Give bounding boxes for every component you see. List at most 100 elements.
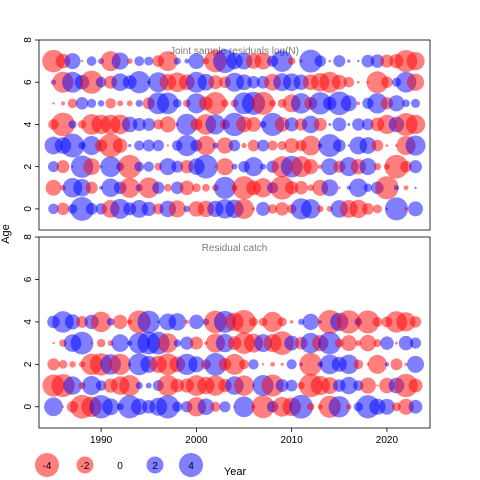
bubble	[408, 399, 423, 414]
bubble	[384, 362, 390, 367]
bubble	[380, 336, 394, 350]
bubble	[384, 154, 409, 179]
bubble	[172, 401, 183, 412]
bubble	[110, 198, 131, 219]
bubble	[196, 135, 216, 156]
bubble	[156, 395, 180, 419]
bubble	[309, 92, 332, 115]
bubble	[188, 53, 205, 70]
bubble	[236, 74, 252, 91]
bubble	[357, 59, 360, 63]
bubble	[277, 141, 287, 151]
bubble	[130, 398, 148, 416]
bubble	[370, 54, 385, 68]
bubble	[284, 138, 300, 154]
bubble	[61, 405, 65, 408]
bubble	[299, 49, 323, 73]
x-tick-label: 2020	[376, 435, 399, 446]
bubble	[86, 56, 97, 66]
y-tick-label-bottom: 4	[23, 319, 34, 325]
bubble	[367, 354, 387, 374]
bubble	[80, 70, 104, 94]
bubble	[189, 314, 204, 330]
bubble	[332, 139, 346, 152]
bubble	[328, 396, 351, 418]
bubble	[409, 337, 422, 349]
bubble	[163, 183, 172, 192]
bubble	[145, 382, 152, 389]
bubble	[340, 335, 357, 352]
bubble	[400, 160, 412, 173]
y-tick-label-bottom: 2	[23, 361, 34, 367]
bubble	[267, 204, 278, 214]
bubble	[280, 362, 284, 366]
bubble	[47, 161, 59, 173]
bubble	[157, 333, 178, 353]
bubble	[361, 118, 374, 131]
bubble	[173, 339, 182, 347]
bubble	[216, 158, 234, 176]
x-tick-label: 2000	[185, 435, 208, 446]
bubble	[197, 398, 215, 416]
plot-frame-bottom	[38, 236, 431, 429]
bubble	[173, 57, 181, 65]
bubble	[294, 181, 308, 195]
bubble	[90, 341, 93, 345]
bubble	[372, 204, 382, 214]
bubble	[343, 76, 355, 88]
bubble	[372, 316, 383, 327]
y-tick-label-top: 4	[23, 121, 34, 127]
bubble	[183, 205, 191, 213]
bubble	[138, 177, 160, 199]
bubble	[142, 118, 156, 131]
bubble	[64, 53, 81, 70]
bubble	[219, 401, 231, 413]
bubble	[117, 100, 124, 107]
bubble	[101, 178, 120, 198]
bubble	[85, 203, 98, 215]
bubble	[128, 71, 151, 94]
bubble	[384, 197, 409, 221]
bubble	[228, 139, 241, 152]
bubble	[251, 91, 275, 115]
bubble	[402, 99, 410, 108]
legend-bubble	[146, 456, 164, 474]
bubble	[82, 375, 102, 396]
bubble	[406, 73, 425, 91]
bubble	[173, 99, 182, 108]
bubble	[271, 50, 293, 72]
bubble	[381, 76, 393, 88]
bubble	[143, 161, 154, 172]
y-tick-label-bottom: 8	[23, 234, 34, 240]
bubble	[302, 313, 319, 331]
legend-bubble	[76, 456, 94, 474]
bubble	[90, 311, 112, 333]
bubble	[385, 144, 389, 147]
bubble	[188, 356, 205, 373]
bubble	[410, 98, 421, 108]
bubble	[301, 115, 320, 134]
panel-joint-sample-residuals: Joint sample residuals log(N) 0 2 4 6 8	[23, 37, 431, 231]
bubble	[388, 95, 405, 112]
bubble	[375, 176, 399, 200]
bubble	[156, 92, 179, 115]
bubble	[357, 80, 360, 84]
bubble	[332, 117, 347, 132]
bubble	[306, 402, 315, 411]
bubble	[363, 183, 373, 193]
bubble	[248, 359, 259, 370]
bubble	[275, 202, 289, 216]
bubble	[128, 143, 132, 148]
panel-title-bottom: Residual catch	[202, 243, 268, 254]
x-tick-label: 2010	[281, 435, 304, 446]
bubble	[70, 196, 94, 221]
bubble	[366, 71, 389, 94]
bubble	[56, 202, 70, 216]
legend-label: 4	[188, 461, 194, 472]
bubble	[376, 384, 379, 387]
bubble	[289, 394, 314, 419]
bubble	[270, 175, 295, 200]
bubble	[262, 311, 283, 332]
bubble	[347, 144, 351, 147]
bubble	[144, 56, 154, 66]
